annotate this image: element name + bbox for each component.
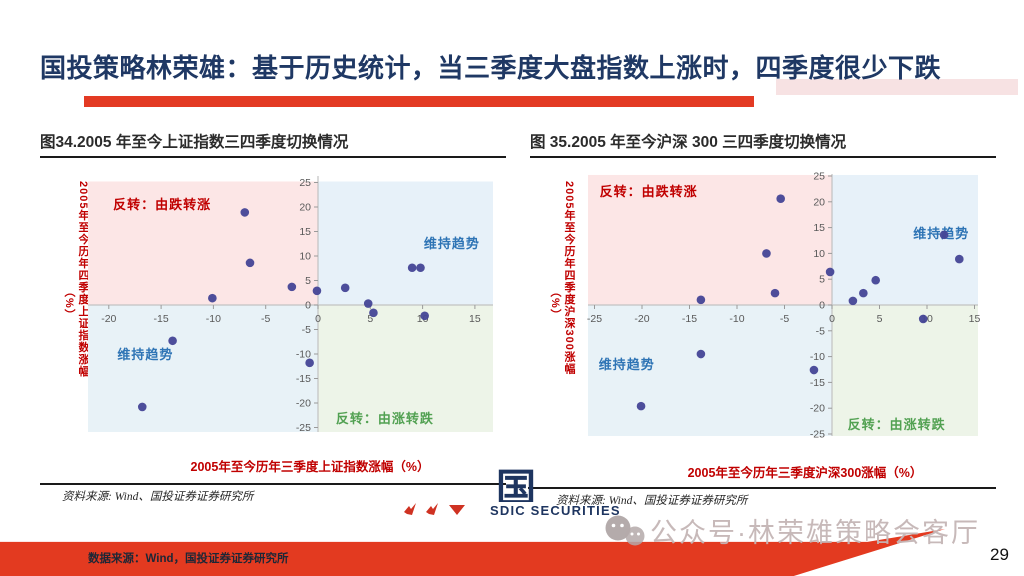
y-axis-label-text: 2005年至今历年四季度上证指数涨幅 [77,181,89,378]
svg-text:15: 15 [299,226,311,238]
chart-34-x-axis-label: 2005年至今历年三季度上证指数涨幅（%） [190,460,430,474]
svg-text:15: 15 [969,313,981,325]
chart-34-y-axis-label: 2005年至今历年四季度上证指数涨幅 （%） [62,181,90,426]
svg-text:15: 15 [469,313,481,325]
footer-source-text: 数据来源：Wind，国投证券证券研究所 [88,553,289,565]
svg-text:20: 20 [813,196,825,208]
chart-35-source-rule [528,487,996,489]
svg-text:5: 5 [305,275,311,287]
svg-text:-15: -15 [682,313,697,325]
svg-text:5: 5 [877,313,883,325]
page-title: 国投策略林荣雄：基于历史统计，当三季度大盘指数上涨时，四季度很少下跌 [40,53,942,83]
logo-red-arrows-icon [404,503,465,515]
svg-text:维持趋势: 维持趋势 [117,347,173,362]
sdic-logo-cn-text: 国投 [496,467,536,502]
y-axis-label-unit: （%） [549,286,561,321]
svg-text:-20: -20 [634,313,649,325]
svg-text:-5: -5 [816,325,825,337]
svg-text:10: 10 [299,251,311,263]
svg-text:-15: -15 [154,313,169,325]
title-highlight [776,79,1018,95]
svg-text:-5: -5 [780,313,789,325]
chart-35-source-note: 资料来源: Wind、国投证券证券研究所 [556,495,748,507]
y-axis-label-unit: （%） [63,286,75,321]
svg-text:反转：由跌转涨: 反转：由跌转涨 [600,184,698,199]
chart-34-plot: -20-15-10-50510152520151050-5-10-15-20-2… [88,176,493,434]
svg-text:0: 0 [819,300,825,312]
svg-text:5: 5 [367,313,373,325]
svg-text:10: 10 [813,248,825,260]
svg-text:0: 0 [315,313,321,325]
svg-text:-10: -10 [206,313,221,325]
svg-text:0: 0 [829,313,835,325]
chart-34-source-rule [40,483,506,485]
svg-text:-10: -10 [729,313,744,325]
chart-35-x-axis-label: 2005年至今历年三季度沪深300涨幅（%） [687,466,923,480]
svg-text:-5: -5 [302,324,311,336]
watermark-text: 公众号·林荣雄策略会客厅 [650,518,980,548]
svg-text:-20: -20 [101,313,116,325]
wechat-icon [605,515,645,546]
svg-text:-20: -20 [296,398,311,410]
svg-text:0: 0 [305,300,311,312]
svg-text:反转：由跌转涨: 反转：由跌转涨 [113,197,211,212]
sdic-logo-glyph: 国投 [496,456,548,502]
svg-text:-15: -15 [296,373,311,385]
y-axis-label-text: 2005年至今历年四季度沪深300涨幅 [563,181,575,375]
chart-35-plot: -25-20-15-10-50510152520151050-5-10-15-2… [587,171,981,441]
page-number: 29 [990,545,1009,564]
svg-text:5: 5 [819,274,825,286]
sdic-logo-wordmark: SDIC SECURITIES [490,503,621,518]
svg-text:-20: -20 [810,403,825,415]
svg-text:25: 25 [813,171,825,183]
svg-text:维持趋势: 维持趋势 [424,236,480,251]
svg-text:反转：由涨转跌: 反转：由涨转跌 [848,417,946,432]
chart-35-title-rule [530,156,996,158]
chart-34-title: 图34.2005 年至今上证指数三四季度切换情况 [40,134,349,151]
svg-text:-15: -15 [810,377,825,389]
svg-text:15: 15 [813,222,825,234]
chart-34-source-note: 资料来源: Wind、国投证券证券研究所 [62,491,254,503]
svg-text:-10: -10 [296,349,311,361]
chart-34-title-rule [40,156,506,158]
svg-text:-25: -25 [810,429,825,441]
title-underline-bar [84,96,754,107]
svg-text:20: 20 [299,202,311,214]
svg-text:反转：由涨转跌: 反转：由涨转跌 [336,411,434,426]
chart-35-y-axis-label: 2005年至今历年四季度沪深300涨幅 （%） [548,181,576,426]
svg-text:-10: -10 [810,351,825,363]
chart-35-title: 图 35.2005 年至今沪深 300 三四季度切换情况 [530,134,847,151]
svg-text:-25: -25 [296,422,311,434]
svg-text:-5: -5 [261,313,270,325]
svg-text:-25: -25 [587,313,602,325]
svg-text:维持趋势: 维持趋势 [599,357,655,372]
svg-text:25: 25 [299,177,311,189]
